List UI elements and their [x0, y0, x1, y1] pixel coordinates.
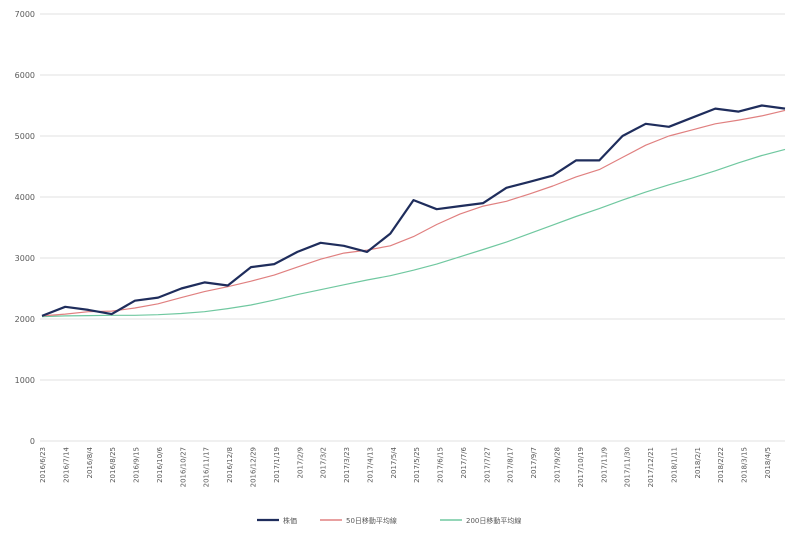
- x-tick-label: 2017/3/23: [343, 447, 351, 483]
- x-tick-label: 2016/8/4: [86, 446, 94, 478]
- x-tick-label: 2018/3/15: [741, 447, 749, 483]
- legend: 株価 50日移動平均線 200日移動平均線: [257, 516, 521, 525]
- x-tick-label: 2018/2/1: [694, 447, 702, 478]
- x-tick-label: 2018/4/5: [764, 447, 772, 478]
- y-tick-label: 1000: [15, 376, 35, 385]
- x-tick-label: 2016/9/15: [133, 447, 141, 483]
- y-axis-tick-labels: 0 1000 2000 3000 4000 5000 6000 7000: [15, 10, 35, 446]
- x-tick-label: 2017/5/25: [413, 447, 421, 483]
- x-tick-label: 2017/9/28: [554, 447, 562, 483]
- x-tick-label: 2016/8/25: [109, 447, 117, 483]
- x-tick-label: 2016/6/23: [39, 447, 47, 483]
- legend-label: 200日移動平均線: [466, 516, 521, 525]
- y-tick-label: 7000: [15, 10, 35, 19]
- x-tick-label: 2018/1/11: [670, 447, 678, 483]
- x-tick-label: 2017/7/6: [460, 446, 468, 478]
- x-tick-label: 2017/2/9: [296, 447, 304, 478]
- legend-label: 50日移動平均線: [346, 516, 397, 525]
- x-tick-label: 2017/9/7: [530, 447, 538, 478]
- y-tick-label: 6000: [15, 71, 35, 80]
- x-tick-label: 2017/8/17: [507, 447, 515, 483]
- grid-lines: [40, 13, 785, 442]
- x-tick-label: 2017/11/30: [624, 447, 632, 487]
- x-tick-label: 2017/12/21: [647, 447, 655, 487]
- x-tick-label: 2017/11/9: [600, 447, 608, 483]
- y-tick-label: 2000: [15, 315, 35, 324]
- x-tick-label: 2016/10/6: [156, 446, 164, 482]
- x-tick-label: 2017/1/19: [273, 447, 281, 483]
- x-tick-label: 2016/7/14: [62, 446, 70, 482]
- x-tick-label: 2017/7/27: [483, 447, 491, 483]
- series-line: [41, 148, 786, 318]
- x-tick-label: 2017/4/13: [366, 447, 374, 483]
- x-tick-label: 2016/11/17: [203, 447, 211, 487]
- series-line: [41, 104, 786, 317]
- x-tick-label: 2016/12/29: [249, 447, 257, 487]
- x-tick-label: 2017/5/4: [390, 446, 398, 478]
- x-tick-label: 2017/10/19: [577, 447, 585, 487]
- x-tick-label: 2018/2/22: [717, 447, 725, 483]
- x-tick-label: 2016/10/27: [179, 447, 187, 487]
- x-tick-label: 2016/12/8: [226, 447, 234, 483]
- x-axis-tick-labels: 2016/6/23 2016/7/14 2016/8/4 2016/8/25 2016/…: [39, 446, 772, 487]
- series-line: [41, 109, 786, 317]
- y-tick-label: 5000: [15, 132, 35, 141]
- x-tick-label: 2017/3/2: [320, 447, 328, 478]
- legend-label: 株価: [283, 516, 297, 525]
- y-tick-label: 4000: [15, 193, 35, 202]
- series-lines: [41, 104, 786, 318]
- y-tick-label: 0: [30, 437, 35, 446]
- y-tick-label: 3000: [15, 254, 35, 263]
- x-tick-label: 2017/6/15: [437, 447, 445, 483]
